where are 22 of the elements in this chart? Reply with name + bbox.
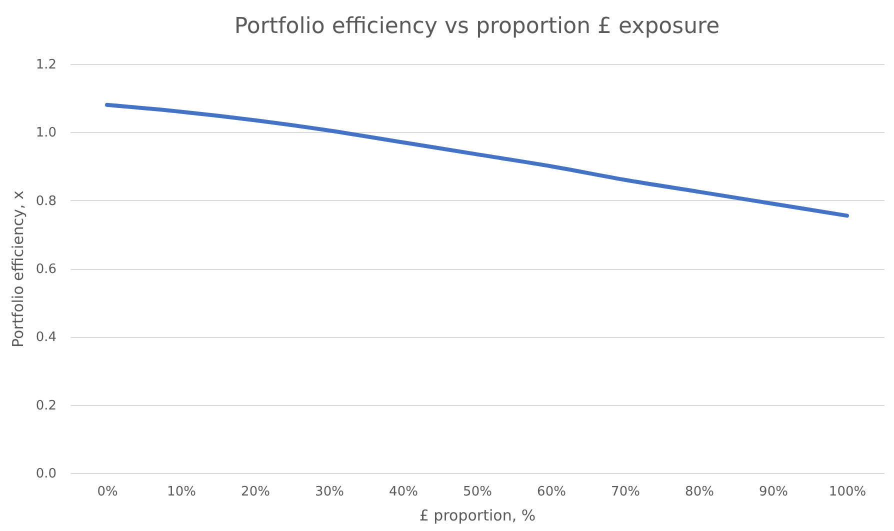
x-tick-label: 20% [241, 484, 270, 500]
y-tick-label: 1.0 [36, 126, 56, 141]
y-axis-title: Portfolio efficiency, x [8, 190, 27, 348]
x-axis-title: £ proportion, % [419, 506, 536, 524]
x-tick-label: 0% [97, 484, 118, 500]
line-series [105, 102, 849, 218]
y-tick-label: 0.2 [36, 398, 56, 414]
y-tick-label: 1.2 [36, 58, 56, 72]
x-tick-label: 70% [611, 484, 640, 500]
x-tick-label: 80% [685, 484, 714, 500]
x-tick-label: 60% [537, 484, 566, 500]
x-tick-label: 100% [828, 484, 866, 500]
y-tick-label: 0.8 [36, 194, 56, 209]
x-tick-label: 40% [389, 484, 418, 500]
y-tick-label: 0.4 [36, 330, 56, 346]
x-tick-label: 30% [315, 484, 344, 500]
x-tick-label: 50% [463, 484, 492, 500]
x-tick-label: 90% [759, 484, 788, 500]
chart-title: Portfolio efficiency vs proportion £ exposure [234, 14, 720, 39]
x-tick-label: 10% [167, 484, 196, 500]
y-tick-label: 0.0 [36, 466, 56, 482]
y-tick-label: 0.6 [36, 262, 56, 277]
